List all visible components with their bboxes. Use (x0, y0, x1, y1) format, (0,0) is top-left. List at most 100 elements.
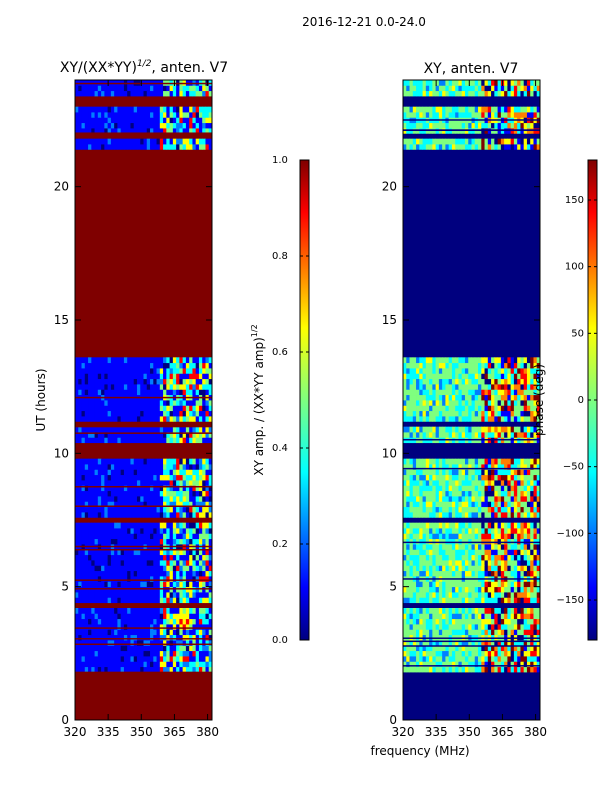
heatmap-cell (468, 586, 472, 593)
heatmap-cell (195, 405, 200, 412)
heatmap-cell (176, 650, 180, 657)
heatmap-cell (484, 506, 489, 513)
heatmap-cell (474, 629, 479, 636)
heatmap-cell (517, 522, 521, 529)
heatmap-cell (182, 597, 187, 604)
heatmap-cell (192, 613, 197, 620)
heatmap-cell (88, 405, 92, 412)
heatmap-cell (432, 597, 437, 604)
heatmap-cell (419, 661, 423, 668)
heatmap-cell (176, 640, 180, 646)
heatmap-cell (120, 490, 125, 497)
heatmap-cell (484, 565, 489, 572)
heatmap-cell (425, 618, 430, 625)
heatmap-cell (520, 458, 525, 465)
heatmap-cell (461, 357, 466, 364)
heatmap-cell (130, 666, 135, 673)
heatmap-cell (198, 373, 203, 380)
heatmap-cell (140, 570, 144, 577)
heatmap-cell (455, 496, 459, 502)
heatmap-cell (536, 608, 540, 614)
heatmap-cell (468, 400, 472, 406)
heatmap-cell (507, 464, 512, 470)
heatmap-cell (517, 560, 521, 566)
heatmap-cell (81, 565, 86, 572)
heatmap-cell (75, 570, 79, 577)
heatmap-cell (468, 144, 472, 150)
heatmap-cell (445, 613, 450, 620)
heatmap-cell (468, 474, 472, 481)
heatmap-cell (526, 650, 531, 657)
heatmap-cell (533, 464, 538, 470)
heatmap-cell (130, 618, 135, 625)
heatmap-cell (130, 122, 135, 129)
heatmap-cell (94, 581, 99, 588)
heatmap-cell (455, 650, 459, 657)
heatmap-cell (78, 624, 82, 630)
heatmap-cell (458, 570, 463, 577)
heatmap-cell (192, 570, 197, 577)
heatmap-cell (455, 410, 459, 417)
heatmap-cell (104, 138, 109, 145)
heatmap-cell (179, 432, 184, 438)
heatmap-cell (198, 629, 203, 636)
heatmap-cell (202, 496, 206, 502)
heatmap-cell (159, 618, 164, 625)
heatmap-cell (425, 400, 430, 406)
heatmap-cell (416, 656, 420, 662)
heatmap-cell (530, 368, 534, 374)
heatmap-cell (130, 576, 135, 582)
heatmap-cell (478, 640, 482, 646)
heatmap-cell (445, 592, 450, 598)
heatmap-cell (140, 512, 144, 518)
heatmap-cell (435, 592, 440, 598)
heatmap-cell (91, 634, 95, 641)
heatmap-cell (510, 661, 515, 668)
heatmap-cell (448, 533, 453, 540)
heatmap-cell (114, 458, 118, 465)
heatmap-cell (133, 405, 138, 412)
heatmap-cell (536, 560, 540, 566)
heatmap-cell (461, 554, 466, 561)
heatmap-cell (458, 480, 463, 486)
heatmap-cell (435, 597, 440, 604)
heatmap-cell (517, 432, 521, 438)
heatmap-cell (530, 501, 534, 508)
heatmap-cell (159, 416, 164, 422)
heatmap-cell (176, 656, 180, 662)
heatmap-cell (419, 565, 423, 572)
heatmap-cell (510, 592, 515, 598)
heatmap-cell (422, 144, 427, 150)
heatmap-cell (435, 410, 440, 417)
heatmap-cell (153, 389, 157, 396)
heatmap-cell (422, 586, 427, 593)
heatmap-cell (91, 560, 95, 566)
heatmap-cell (140, 112, 144, 118)
heatmap-cell (143, 405, 148, 412)
heatmap-cell (507, 469, 512, 476)
heatmap-cell (494, 474, 498, 481)
heatmap-cell (530, 496, 534, 502)
heatmap-cell (491, 357, 495, 364)
heatmap-cell (448, 389, 453, 396)
heatmap-cell (205, 538, 210, 545)
heatmap-cell (78, 144, 82, 150)
heatmap-cell (133, 650, 138, 657)
heatmap-cell (107, 634, 112, 641)
heatmap-cell (110, 528, 115, 534)
heatmap-cell (526, 410, 531, 417)
heatmap-cell (143, 538, 148, 545)
heatmap-cell (159, 549, 164, 556)
heatmap-cell (127, 437, 131, 444)
heatmap-cell (464, 373, 469, 380)
heatmap-cell (202, 613, 206, 620)
heatmap-cell (481, 629, 485, 636)
heatmap-cell (484, 405, 489, 412)
heatmap-cell (500, 581, 505, 588)
heatmap-cell (195, 469, 200, 476)
heatmap-cell (97, 560, 102, 566)
heatmap-cell (468, 554, 472, 561)
heatmap-cell (422, 618, 427, 625)
heatmap-cell (84, 650, 89, 657)
heatmap-cell (182, 458, 187, 465)
